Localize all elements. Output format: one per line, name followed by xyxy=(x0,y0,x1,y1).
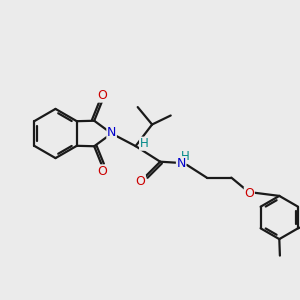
Text: O: O xyxy=(244,187,254,200)
Text: H: H xyxy=(140,137,148,150)
Text: O: O xyxy=(97,89,106,102)
Text: N: N xyxy=(107,125,116,139)
Text: H: H xyxy=(180,150,189,163)
Text: N: N xyxy=(176,157,186,170)
Text: O: O xyxy=(136,175,145,188)
Text: O: O xyxy=(97,165,106,178)
